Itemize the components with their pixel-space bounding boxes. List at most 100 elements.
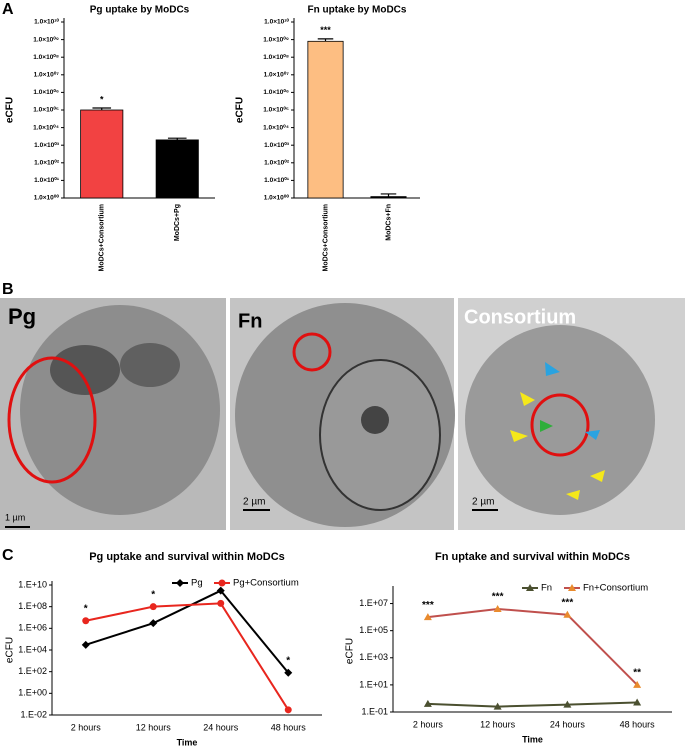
y-tick-label: 1.E+06 — [18, 623, 47, 633]
x-tick-label: 2 hours — [413, 719, 444, 729]
significance-label: *** — [422, 600, 434, 611]
chart-title: Fn uptake by MoDCs — [308, 5, 407, 16]
y-tick-label: 1.0×10⁰⁰ — [264, 194, 290, 202]
y-tick-label: 1.0×10⁰⁵ — [33, 106, 59, 114]
error-bar — [317, 38, 334, 42]
y-tick-label: 1.0×10⁰² — [264, 159, 290, 167]
data-point — [633, 680, 642, 688]
error-bar — [92, 107, 112, 110]
y-tick-label: 1.E-02 — [20, 709, 47, 719]
y-tick-label: 1.0×10⁰³ — [34, 141, 60, 149]
y-tick-label: 1.E+10 — [18, 579, 47, 589]
legend-marker — [568, 584, 576, 591]
data-point — [563, 610, 572, 618]
data-point — [284, 668, 293, 677]
x-axis-label: Time — [522, 734, 543, 744]
y-tick-label: 1.E+07 — [359, 598, 388, 608]
micrograph — [0, 298, 226, 530]
y-tick-label: 1.E+04 — [18, 644, 47, 654]
data-point — [423, 613, 432, 621]
bar — [80, 109, 124, 199]
bar — [155, 139, 199, 199]
series-line — [85, 589, 290, 674]
y-axis-label: eCFU — [345, 638, 356, 664]
y-tick-label: 1.0×10⁰¹ — [34, 176, 59, 184]
x-axis-label: Time — [177, 737, 198, 747]
chart-title: Pg uptake by MoDCs — [90, 5, 190, 16]
series-line — [427, 607, 638, 686]
bar — [307, 40, 344, 199]
y-tick-label: 1.E+00 — [18, 688, 47, 698]
x-tick-label: 24 hours — [203, 722, 239, 732]
chart-title: Fn uptake and survival within MoDCs — [435, 551, 630, 563]
significance-label: *** — [320, 25, 331, 35]
y-tick-label: 1.0×10⁰⁷ — [34, 71, 60, 79]
significance-label: *** — [562, 597, 574, 608]
micrograph-label: Consortium — [464, 306, 576, 328]
data-point — [81, 640, 90, 649]
chart-title: Pg uptake and survival within MoDCs — [89, 551, 285, 563]
data-point — [563, 700, 572, 708]
micrograph-label: Pg — [8, 304, 36, 329]
y-axis-label: eCFU — [5, 97, 16, 123]
scale-bar-label: 2 µm — [243, 497, 265, 508]
y-tick-label: 1.0×10⁰⁸ — [33, 53, 59, 61]
y-tick-label: 1.0×10⁰⁸ — [263, 53, 289, 61]
legend-label: Fn+Consortium — [583, 583, 648, 594]
legend-marker — [526, 584, 534, 591]
data-point — [493, 702, 502, 710]
y-axis-label: eCFU — [235, 97, 246, 123]
data-point — [423, 699, 432, 707]
y-tick-label: 1.E+02 — [18, 666, 47, 676]
y-tick-label: 1.0×10⁰¹ — [264, 176, 289, 184]
data-point — [216, 586, 225, 595]
data-point — [633, 698, 642, 706]
x-tick-label: MoDCs+Fn — [385, 204, 392, 241]
y-tick-label: 1.0×10⁰⁷ — [264, 71, 290, 79]
legend-label: Pg+Consortium — [233, 578, 299, 589]
panel-label: B — [2, 281, 14, 298]
y-tick-label: 1.0×10⁰⁹ — [33, 35, 59, 43]
significance-label: ** — [633, 668, 641, 679]
data-point — [82, 617, 90, 625]
bar — [370, 196, 407, 199]
y-tick-label: 1.E+03 — [359, 652, 388, 662]
x-tick-label: 12 hours — [136, 722, 172, 732]
scale-bar-label: 2 µm — [472, 497, 494, 508]
y-tick-label: 1.0×10¹⁰ — [264, 18, 289, 26]
x-tick-label: 48 hours — [271, 722, 307, 732]
y-tick-label: 1.0×10⁰⁰ — [34, 194, 60, 202]
legend-marker — [218, 579, 226, 587]
y-tick-label: 1.0×10⁰⁴ — [263, 123, 289, 131]
significance-label: * — [100, 94, 104, 104]
y-tick-label: 1.E+05 — [359, 625, 388, 635]
y-axis-label: eCFU — [5, 637, 16, 663]
series-line — [427, 701, 638, 708]
data-point — [149, 619, 158, 628]
x-tick-label: 12 hours — [480, 719, 516, 729]
significance-label: * — [84, 603, 88, 614]
scale-bar-label: 1 µm — [5, 512, 25, 522]
y-tick-label: 1.E+01 — [359, 679, 388, 689]
x-tick-label: MoDCs+Consortium — [99, 204, 106, 271]
y-tick-label: 1.0×10⁰³ — [264, 141, 290, 149]
significance-label: * — [286, 655, 290, 666]
error-bar — [380, 193, 397, 197]
y-tick-label: 1.0×10⁰⁵ — [263, 106, 289, 114]
y-tick-label: 1.0×10⁰⁶ — [33, 88, 59, 96]
y-tick-label: 1.E+08 — [18, 601, 47, 611]
y-tick-label: 1.0×10⁰⁶ — [263, 88, 289, 96]
significance-label: * — [151, 589, 155, 600]
series-line — [85, 602, 290, 711]
y-tick-label: 1.0×10¹⁰ — [34, 18, 59, 26]
x-tick-label: MoDCs+Consortium — [322, 204, 329, 271]
x-tick-label: MoDCs+Pg — [174, 204, 181, 241]
panel-label: C — [2, 547, 14, 564]
x-tick-label: 2 hours — [71, 722, 102, 732]
legend-marker — [176, 579, 184, 587]
legend-label: Fn — [541, 583, 552, 594]
error-bar — [167, 137, 187, 140]
data-point — [284, 706, 292, 714]
data-point — [217, 599, 225, 607]
